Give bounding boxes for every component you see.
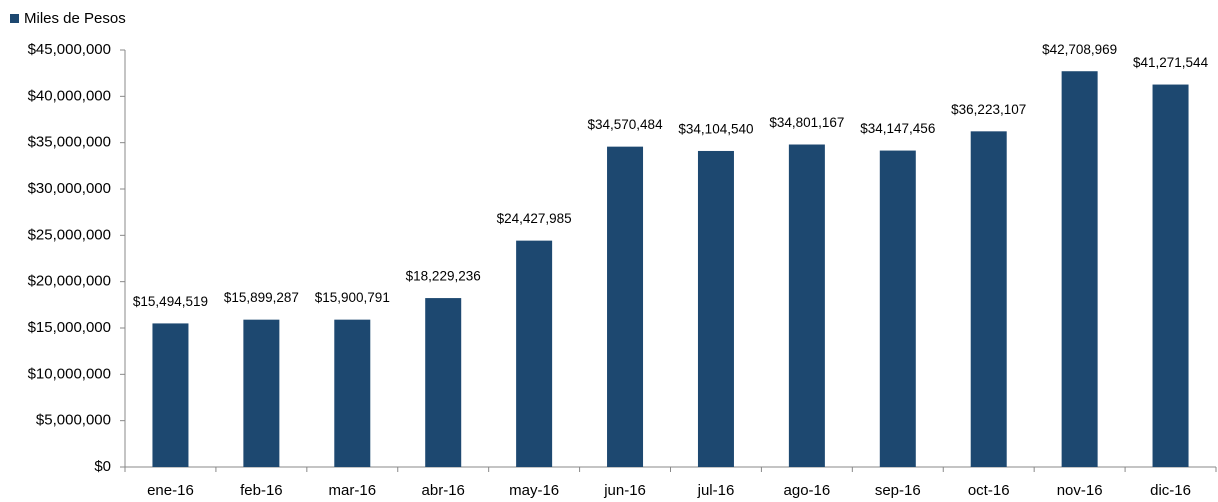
bar (1152, 84, 1189, 468)
x-tick-label: feb-16 (240, 482, 283, 499)
y-tick-label: $5,000,000 (36, 412, 111, 429)
bar (970, 131, 1007, 468)
bar (334, 319, 371, 467)
value-label: $34,570,484 (588, 117, 664, 132)
y-tick-label: $10,000,000 (28, 365, 111, 382)
x-tick-label: mar-16 (329, 482, 377, 499)
y-tick-label: $35,000,000 (28, 134, 111, 151)
x-tick-label: jul-16 (697, 482, 735, 499)
bar (607, 146, 644, 467)
value-label: $15,494,519 (133, 294, 208, 309)
value-label: $42,708,969 (1042, 42, 1117, 57)
x-tick-label: may-16 (509, 482, 559, 499)
bar (879, 150, 916, 468)
bar (697, 150, 734, 467)
value-label: $34,147,456 (860, 121, 935, 136)
value-label: $34,801,167 (769, 115, 844, 130)
bar (152, 323, 189, 467)
value-label: $15,900,791 (315, 290, 390, 305)
bar (425, 298, 462, 467)
y-tick-label: $20,000,000 (28, 273, 111, 290)
bar (788, 144, 825, 467)
x-tick-label: dic-16 (1150, 482, 1191, 499)
legend-swatch (10, 14, 19, 23)
x-tick-label: ago-16 (784, 482, 831, 499)
value-label: $34,104,540 (678, 122, 753, 137)
x-tick-label: sep-16 (875, 482, 921, 499)
bar (1061, 71, 1098, 467)
value-label: $41,271,544 (1133, 55, 1209, 70)
x-tick-label: abr-16 (422, 482, 465, 499)
value-label: $15,899,287 (224, 290, 299, 305)
y-tick-label: $40,000,000 (28, 87, 111, 104)
y-tick-label: $45,000,000 (28, 41, 111, 58)
legend-label: Miles de Pesos (24, 10, 126, 27)
y-tick-label: $25,000,000 (28, 226, 111, 243)
bar (516, 240, 553, 467)
x-tick-label: ene-16 (147, 482, 194, 499)
value-label: $24,427,985 (497, 211, 572, 226)
bar (243, 319, 280, 467)
x-tick-label: nov-16 (1057, 482, 1103, 499)
value-label: $36,223,107 (951, 102, 1026, 117)
y-tick-label: $30,000,000 (28, 180, 111, 197)
x-tick-label: jun-16 (603, 482, 646, 499)
y-tick-label: $15,000,000 (28, 319, 111, 336)
x-tick-label: oct-16 (968, 482, 1010, 499)
y-tick-label: $0 (94, 458, 111, 475)
value-label: $18,229,236 (406, 269, 481, 284)
